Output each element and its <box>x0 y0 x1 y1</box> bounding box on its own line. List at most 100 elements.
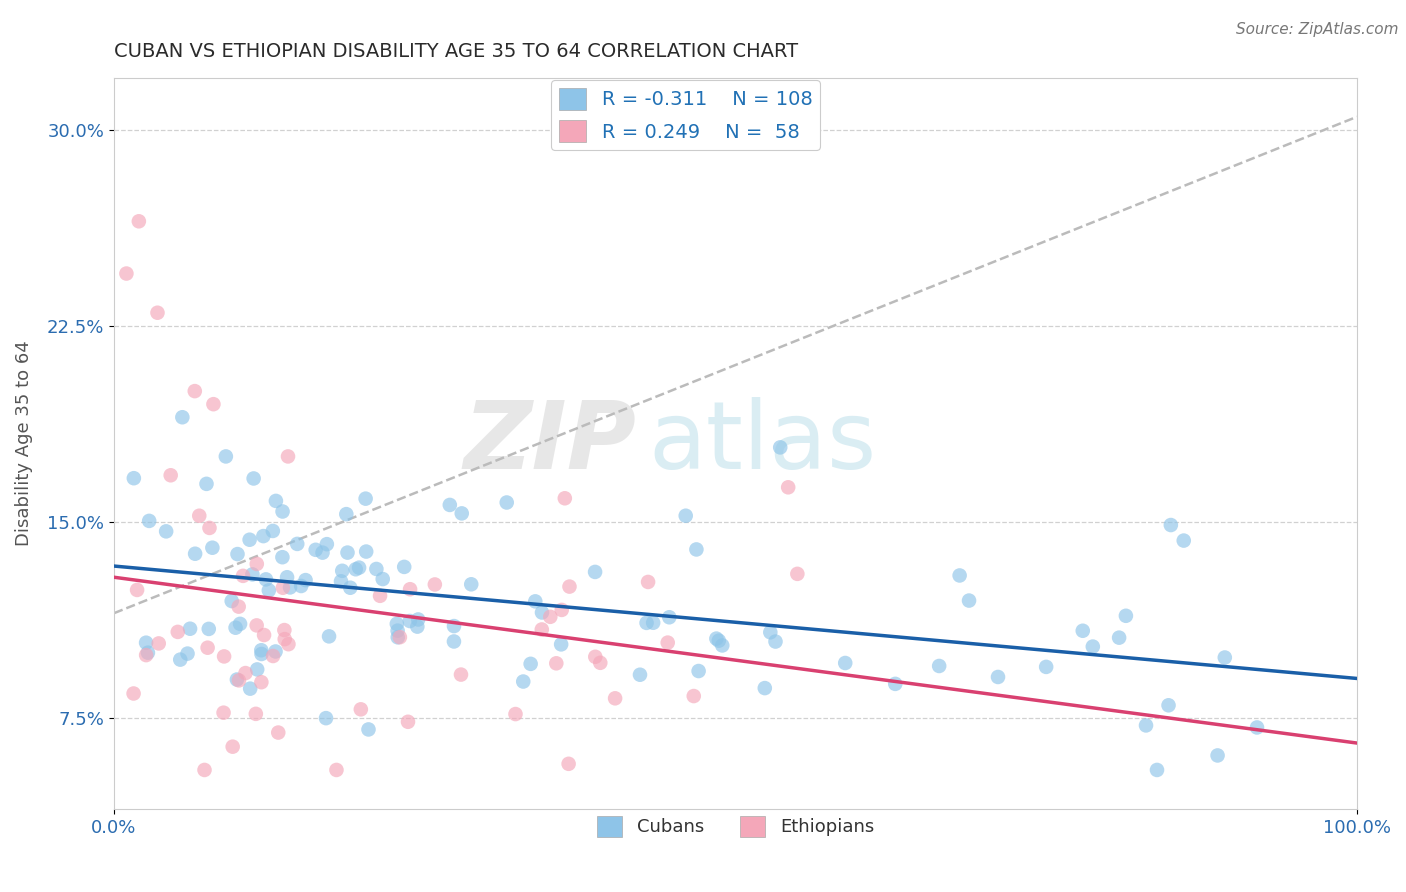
Point <box>371 572 394 586</box>
Point <box>294 573 316 587</box>
Point <box>262 524 284 538</box>
Point <box>271 504 294 518</box>
Point <box>315 537 337 551</box>
Point <box>778 480 800 494</box>
Point <box>546 657 568 671</box>
Point <box>759 625 782 640</box>
Point <box>688 664 710 678</box>
Point <box>339 581 361 595</box>
Point <box>1146 763 1168 777</box>
Point <box>657 635 679 649</box>
Point <box>1206 748 1229 763</box>
Point <box>387 630 409 644</box>
Point <box>246 662 269 676</box>
Point <box>834 656 856 670</box>
Point <box>138 514 160 528</box>
Point <box>271 581 294 595</box>
Point <box>1213 650 1236 665</box>
Point <box>399 582 422 597</box>
Point <box>277 637 299 651</box>
Point <box>122 686 145 700</box>
Point <box>335 507 357 521</box>
Point <box>1108 631 1130 645</box>
Point <box>212 649 235 664</box>
Point <box>423 577 446 591</box>
Point <box>685 542 707 557</box>
Text: Source: ZipAtlas.com: Source: ZipAtlas.com <box>1236 22 1399 37</box>
Point <box>239 533 262 547</box>
Point <box>392 560 415 574</box>
Point <box>188 508 211 523</box>
Point <box>201 541 224 555</box>
Point <box>1071 624 1094 638</box>
Point <box>197 640 219 655</box>
Point <box>122 471 145 485</box>
Point <box>276 570 298 584</box>
Point <box>443 634 465 648</box>
Point <box>354 544 377 558</box>
Point <box>262 648 284 663</box>
Point <box>179 622 201 636</box>
Point <box>495 495 517 509</box>
Point <box>135 648 157 662</box>
Point <box>226 547 249 561</box>
Point <box>325 763 347 777</box>
Point <box>406 612 429 626</box>
Point <box>439 498 461 512</box>
Point <box>388 630 411 644</box>
Point <box>169 652 191 666</box>
Point <box>290 579 312 593</box>
Point <box>242 567 264 582</box>
Point <box>225 673 247 687</box>
Point <box>399 614 422 628</box>
Point <box>550 637 572 651</box>
Point <box>396 714 419 729</box>
Point <box>267 725 290 739</box>
Point <box>505 707 527 722</box>
Point <box>184 547 207 561</box>
Point <box>711 639 734 653</box>
Point <box>949 568 972 582</box>
Point <box>1081 640 1104 654</box>
Point <box>928 659 950 673</box>
Point <box>225 621 247 635</box>
Y-axis label: Disability Age 35 to 64: Disability Age 35 to 64 <box>15 341 32 546</box>
Point <box>197 622 219 636</box>
Point <box>278 581 301 595</box>
Point <box>551 603 574 617</box>
Point <box>385 616 408 631</box>
Point <box>557 756 579 771</box>
Point <box>264 644 287 658</box>
Point <box>273 623 295 637</box>
Point <box>257 583 280 598</box>
Point <box>707 633 730 648</box>
Point <box>530 623 553 637</box>
Point <box>246 557 269 571</box>
Point <box>254 573 277 587</box>
Point <box>239 681 262 696</box>
Point <box>305 542 328 557</box>
Point <box>250 675 273 690</box>
Text: atlas: atlas <box>648 397 877 490</box>
Point <box>195 476 218 491</box>
Point <box>460 577 482 591</box>
Point <box>1246 721 1268 735</box>
Point <box>136 646 159 660</box>
Point <box>350 702 373 716</box>
Point <box>406 619 429 633</box>
Point <box>212 706 235 720</box>
Point <box>221 594 243 608</box>
Point <box>274 632 297 647</box>
Point <box>127 582 149 597</box>
Point <box>285 537 308 551</box>
Point <box>450 667 472 681</box>
Point <box>706 632 728 646</box>
Point <box>148 636 170 650</box>
Point <box>252 529 274 543</box>
Point <box>538 609 561 624</box>
Point <box>246 618 269 632</box>
Point <box>589 656 612 670</box>
Point <box>229 616 252 631</box>
Point <box>250 647 273 661</box>
Point <box>311 546 333 560</box>
